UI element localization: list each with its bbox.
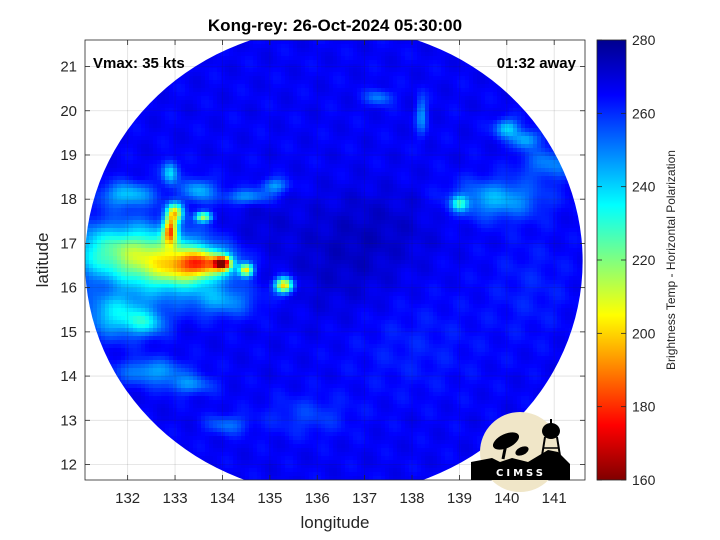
colorbar-tick-label: 240 [632,179,656,195]
y-tick-label: 13 [60,412,77,429]
tower-tank [542,423,560,439]
grid-lines [85,40,585,480]
tick-marks [85,40,585,480]
y-tick-label: 14 [60,368,77,385]
heatmap-swath-image [85,40,583,480]
cimss-logo-silhouette [471,450,570,480]
cimss-logo-text: CIMSS [496,468,546,479]
tower-leg-left [540,436,546,463]
y-tick-label: 16 [60,280,77,297]
x-tick-label: 136 [305,490,330,507]
y-tick-label: 18 [60,191,77,208]
dish-bowl [492,432,520,450]
colorbar-label: Brightness Temp - Horizontal Polarizatio… [664,150,678,370]
water-tower-icon [540,419,562,463]
axes-box [84,39,586,481]
time-away-annotation: 01:32 away [497,55,577,72]
vmax-annotation: Vmax: 35 kts [93,55,185,72]
dish-small [515,446,529,456]
colorbar-tick-label: 220 [632,252,656,268]
chart-title: Kong-rey: 26-Oct-2024 05:30:00 [208,16,462,35]
x-tick-label: 134 [210,490,235,507]
colorbar-tick-labels: 160 180 200 220 240 260 280 [632,32,656,488]
colorbar-tick-label: 160 [632,472,656,488]
x-tick-label: 141 [542,490,567,507]
y-tick-label: 12 [60,457,77,474]
colorbar-tick-label: 260 [632,105,656,121]
y-tick-label: 19 [60,147,77,164]
y-tick-labels: 12 13 14 15 16 17 18 19 20 21 [60,59,77,474]
colorbar-tick-marks [597,39,626,481]
colorbar-tick-label: 200 [632,325,656,341]
colorbar-tick-label: 180 [632,399,656,415]
tower-leg-right [556,436,562,463]
x-tick-label: 132 [115,490,140,507]
x-tick-labels: 132 133 134 135 136 137 138 139 140 141 [115,490,567,507]
y-tick-label: 15 [60,324,77,341]
y-axis-label: latitude [33,233,52,288]
satellite-dish-icon [492,432,529,460]
x-tick-label: 140 [494,490,519,507]
x-axis-label: longitude [300,513,369,532]
x-tick-label: 139 [447,490,472,507]
x-tick-label: 133 [163,490,188,507]
dish-stand [501,443,508,460]
colorbar-tick-label: 280 [632,32,656,48]
x-tick-label: 137 [352,490,377,507]
y-tick-label: 20 [60,103,77,120]
cimss-logo: CIMSS [471,412,570,492]
swath-layer [85,40,583,480]
y-tick-label: 21 [60,59,77,76]
x-tick-label: 135 [257,490,282,507]
y-tick-label: 17 [60,235,77,252]
x-tick-label: 138 [399,490,424,507]
